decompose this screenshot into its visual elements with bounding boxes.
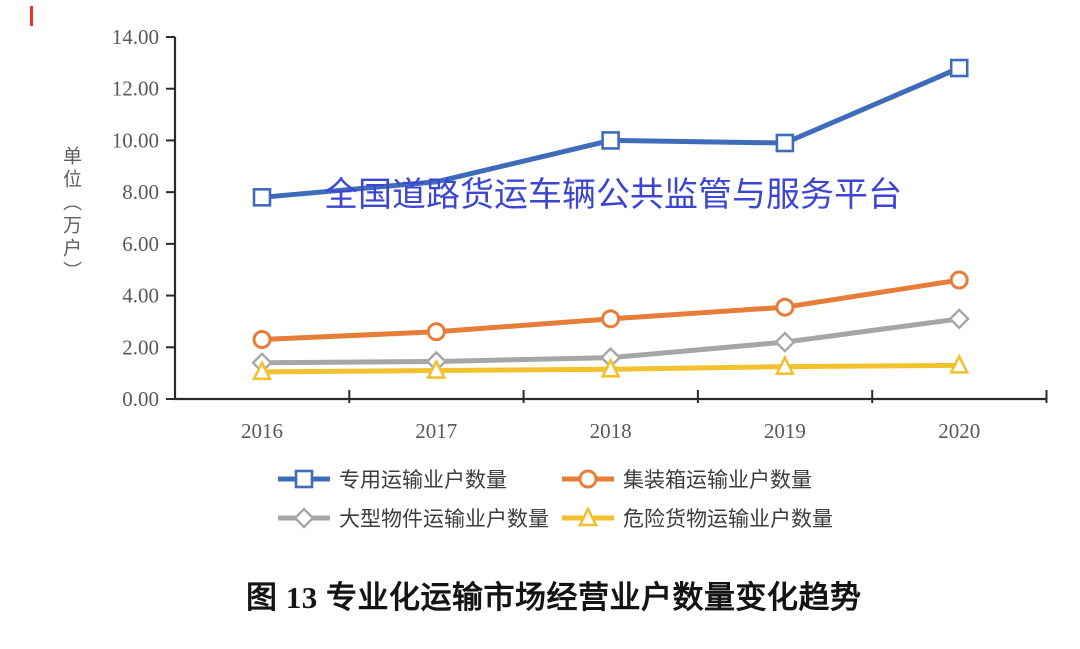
svg-text:6.00: 6.00: [122, 232, 159, 256]
legend-label: 集装箱运输业户数量: [623, 468, 812, 492]
svg-text:2.00: 2.00: [122, 335, 159, 359]
legend-item: 集装箱运输业户数量: [562, 466, 833, 492]
svg-text:10.00: 10.00: [112, 128, 159, 152]
diamond-legend-marker-icon: [278, 507, 330, 529]
legend-label: 专用运输业户数量: [339, 468, 507, 492]
svg-text:14.00: 14.00: [112, 25, 159, 49]
legend-item: 危险货物运输业户数量: [562, 505, 833, 531]
triangle-legend-marker-icon: [562, 507, 614, 527]
svg-text:2020: 2020: [938, 419, 980, 443]
svg-text:12.00: 12.00: [112, 77, 159, 101]
watermark-text: 全国道路货运车辆公共监管与服务平台: [324, 176, 902, 214]
figure-caption: 图 13 专业化运输市场经营业户数量变化趋势: [246, 580, 862, 615]
svg-text:2019: 2019: [764, 419, 806, 443]
line-chart: 14.00 12.00 10.00 8.00 6.00 4.00 2.00 0.00 2016 2…: [112, 25, 1048, 443]
legend-label: 大型物件运输业户数量: [339, 507, 549, 531]
svg-text:2016: 2016: [241, 419, 283, 443]
svg-text:2017: 2017: [415, 419, 457, 443]
legend-item: 大型物件运输业户数量: [278, 505, 562, 531]
circle-legend-marker-icon: [562, 469, 614, 489]
svg-text:4.00: 4.00: [122, 284, 159, 308]
chart-legend: 专用运输业户数量 集装箱运输业户数量大型物件运输业户数量 危险货物运输业户数量: [278, 466, 833, 531]
svg-text:8.00: 8.00: [122, 180, 159, 204]
svg-text:2018: 2018: [590, 419, 632, 443]
svg-text:0.00: 0.00: [122, 387, 159, 411]
square-legend-marker-icon: [278, 469, 330, 489]
red-mark: [30, 6, 33, 26]
legend-item: 专用运输业户数量: [278, 466, 562, 492]
legend-label: 危险货物运输业户数量: [623, 507, 833, 531]
y-axis-unit-label: 单位（万户）: [60, 146, 81, 284]
